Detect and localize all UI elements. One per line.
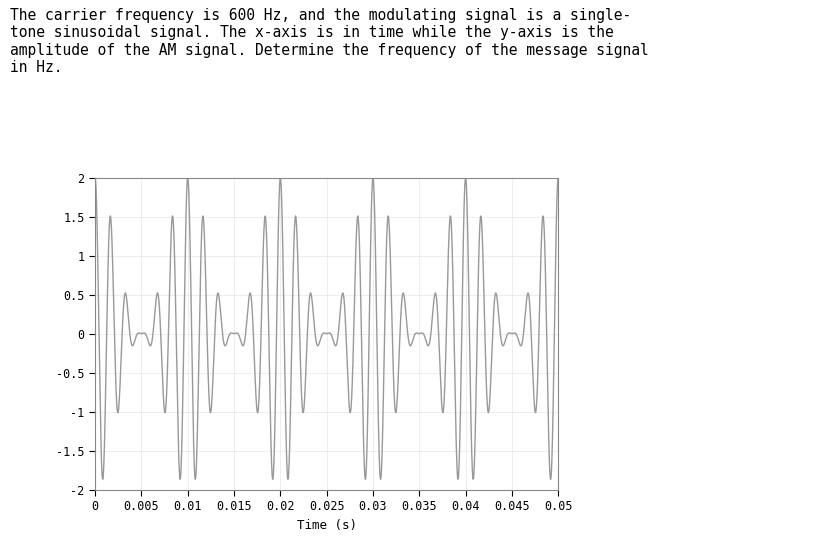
Text: The carrier frequency is 600 Hz, and the modulating signal is a single-
tone sin: The carrier frequency is 600 Hz, and the…	[10, 8, 648, 75]
X-axis label: Time (s): Time (s)	[297, 519, 356, 532]
